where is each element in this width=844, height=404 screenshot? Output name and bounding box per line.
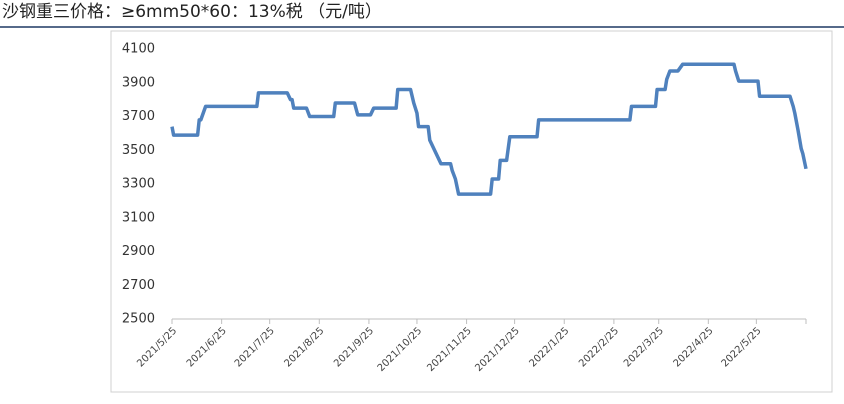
x-tick-label: 2021/5/25	[135, 325, 179, 369]
y-tick-label: 2500	[122, 312, 155, 327]
x-tick-label: 2022/3/25	[622, 325, 666, 369]
x-tick-label: 2021/7/25	[233, 325, 277, 369]
x-tick-label: 2022/1/25	[527, 325, 571, 369]
y-tick-label: 3300	[122, 177, 155, 192]
y-tick-label: 3100	[122, 210, 155, 225]
x-tick-label: 2021/6/25	[185, 325, 229, 369]
price-line	[170, 62, 808, 196]
chart-title: 沙钢重三价格：≥6mm50*60：13%税 （元/吨）	[2, 2, 382, 22]
y-tick-label: 3700	[122, 109, 155, 124]
y-tick-label: 2700	[122, 278, 155, 293]
x-tick-label: 2022/5/25	[720, 325, 764, 369]
y-tick-label: 3900	[122, 75, 155, 90]
x-tick-label: 2021/12/25	[473, 325, 522, 374]
x-tick-label: 2021/9/25	[332, 325, 376, 369]
x-tick-label: 2022/4/25	[672, 325, 716, 369]
x-tick-label: 2021/11/25	[425, 325, 474, 374]
y-tick-label: 2900	[122, 244, 155, 259]
x-tick-label: 2022/2/25	[577, 325, 621, 369]
chart-frame	[110, 30, 833, 393]
y-tick-label: 3500	[122, 143, 155, 158]
y-tick-label: 4100	[122, 42, 155, 57]
x-tick-label: 2021/10/25	[376, 325, 425, 374]
x-tick-label: 2021/8/25	[282, 325, 326, 369]
